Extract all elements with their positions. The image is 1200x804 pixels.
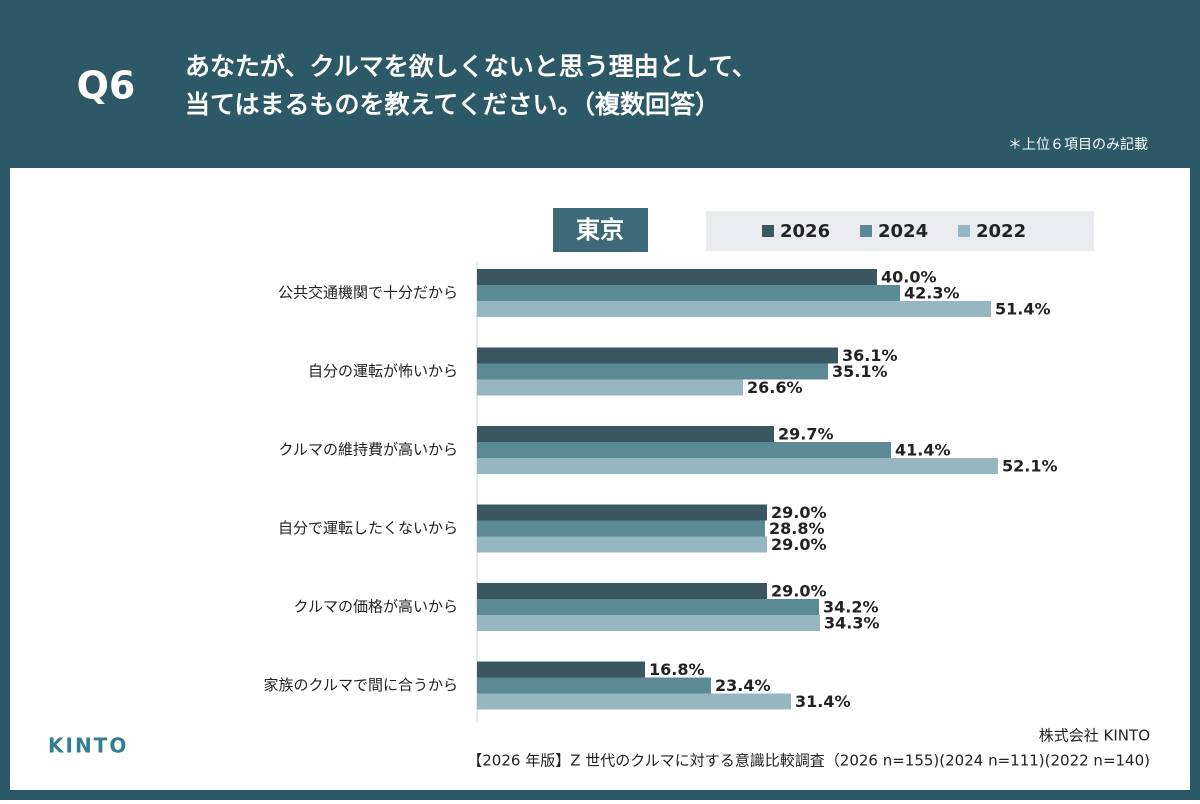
value-label: 29.0% xyxy=(771,503,827,522)
title-line: あなたが、クルマを欲しくないと思う理由として、 xyxy=(185,52,757,81)
bar xyxy=(477,615,820,631)
value-label: 41.4% xyxy=(895,441,951,460)
value-label: 29.0% xyxy=(771,535,827,554)
legend-label: 2022 xyxy=(976,221,1026,242)
bar xyxy=(477,520,765,537)
category-label: クルマの維持費が高いから xyxy=(278,441,458,459)
bar xyxy=(477,536,767,553)
value-label: 29.0% xyxy=(771,582,827,601)
category-label: 家族のクルマで間に合うから xyxy=(263,676,458,694)
category-label: 公共交通機関で十分だから xyxy=(278,284,458,302)
question-number: Q6 xyxy=(77,64,136,108)
subtitle-box xyxy=(553,208,648,252)
bar xyxy=(477,285,900,301)
value-label: 51.4% xyxy=(995,300,1051,319)
note: ＊上位６項目のみ記載 xyxy=(1008,136,1148,153)
bar xyxy=(477,693,791,710)
value-label: 40.0% xyxy=(881,268,937,287)
category-label: 自分の運転が怖いから xyxy=(308,362,458,380)
bar xyxy=(477,426,774,442)
value-label: 29.7% xyxy=(778,425,834,444)
logo: KINTO xyxy=(48,734,128,758)
legend-label: 2026 xyxy=(780,221,830,242)
bar xyxy=(477,379,743,396)
source: 【2026 年版】Z 世代のクルマに対する意識比較調査（2026 n=155)(… xyxy=(467,752,1150,770)
title-line: 当てはまるものを教えてください。（複数回答） xyxy=(185,90,720,119)
value-label: 23.4% xyxy=(715,676,771,695)
bar xyxy=(477,269,877,285)
value-label: 35.1% xyxy=(832,362,888,381)
bar xyxy=(477,442,891,458)
value-label: 16.8% xyxy=(649,660,705,679)
value-label: 28.8% xyxy=(769,519,825,538)
legend-swatch xyxy=(762,225,774,237)
value-label: 26.6% xyxy=(747,378,803,397)
value-label: 34.2% xyxy=(823,598,879,617)
subtitle: 東京 xyxy=(576,216,624,244)
category-label: クルマの価格が高いから xyxy=(293,598,458,616)
value-label: 52.1% xyxy=(1002,457,1058,476)
bar xyxy=(477,458,998,474)
category-label: 自分で運転したくないから xyxy=(278,519,458,537)
bar xyxy=(477,301,991,317)
bar xyxy=(477,583,767,599)
legend-swatch xyxy=(860,225,872,237)
bar xyxy=(477,363,828,380)
bar xyxy=(477,677,711,694)
value-label: 31.4% xyxy=(795,692,851,711)
bar xyxy=(477,504,767,521)
legend-label: 2024 xyxy=(878,221,928,242)
bar xyxy=(477,347,838,364)
company: 株式会社 KINTO xyxy=(1039,727,1150,745)
legend-swatch xyxy=(958,225,970,237)
value-label: 42.3% xyxy=(904,284,960,303)
value-label: 36.1% xyxy=(842,346,898,365)
bar xyxy=(477,599,819,615)
value-label: 34.3% xyxy=(824,614,880,633)
bar xyxy=(477,661,645,678)
